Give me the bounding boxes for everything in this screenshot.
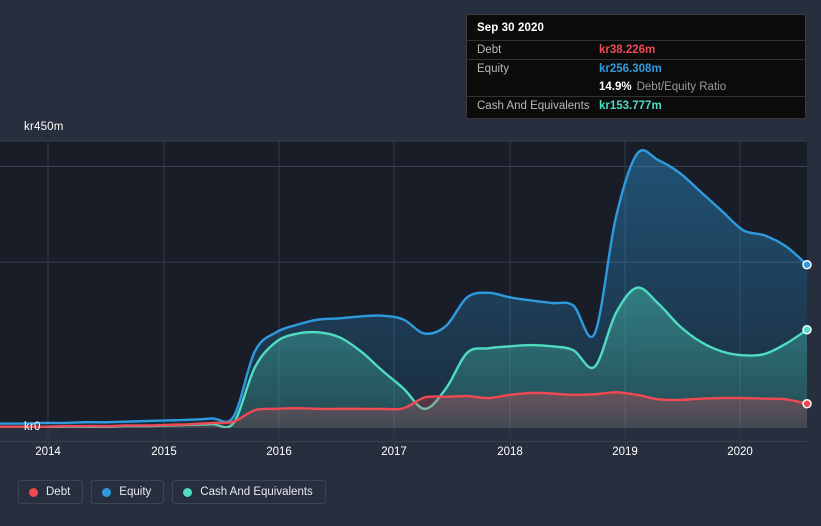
series-line-equity (0, 149, 807, 425)
tooltip-row-debt: Debt kr38.226m (467, 40, 805, 59)
series-area-debt (0, 392, 807, 428)
chart-legend: Debt Equity Cash And Equivalents (18, 480, 326, 504)
tooltip-ratio-value: 14.9% (599, 81, 632, 93)
endpoint-marker-cash-and-equivalents (802, 325, 812, 335)
x-axis-tick-mark (510, 441, 511, 446)
x-axis-tick-2020: 2020 (727, 446, 753, 458)
x-axis-tick-2016: 2016 (266, 446, 292, 458)
x-axis-tick-2015: 2015 (151, 446, 177, 458)
tooltip-row-ratio: 14.9% Debt/Equity Ratio (467, 78, 805, 96)
tooltip-debt-value: kr38.226m (599, 44, 656, 56)
tooltip-equity-value: kr256.308m (599, 63, 662, 75)
chart-canvas (0, 140, 812, 440)
x-axis-tick-2017: 2017 (381, 446, 407, 458)
x-axis-tick-2018: 2018 (497, 446, 523, 458)
x-axis-tick-mark (394, 441, 395, 446)
tooltip-cash-label: Cash And Equivalents (477, 100, 590, 112)
legend-item-cash-and-equivalents[interactable]: Cash And Equivalents (172, 480, 326, 504)
x-axis-tick-2019: 2019 (612, 446, 638, 458)
endpoint-markers (802, 259, 812, 409)
x-axis-tick-mark (625, 441, 626, 446)
endpoint-marker-equity (802, 259, 812, 270)
y-axis-zero-label: kr0 (24, 421, 41, 433)
series-layer (0, 149, 807, 428)
x-axis-tick-2014: 2014 (35, 446, 61, 458)
x-axis-line (0, 441, 807, 442)
tooltip-equity-label: Equity (477, 63, 509, 75)
legend-label: Debt (46, 486, 71, 498)
legend-dot-icon (29, 487, 38, 497)
legend-label: Equity (119, 486, 152, 498)
tooltip-ratio-label: Debt/Equity Ratio (636, 81, 727, 93)
tooltip-debt-label: Debt (477, 44, 502, 56)
y-axis-top-label: kr450m (24, 121, 64, 133)
tooltip-row-equity: Equity kr256.308m (467, 59, 805, 78)
legend-item-debt[interactable]: Debt (18, 480, 84, 504)
legend-dot-icon (102, 487, 112, 497)
x-axis-tick-mark (740, 441, 741, 446)
tooltip-cash-value: kr153.777m (599, 100, 662, 112)
endpoint-marker-debt (802, 399, 812, 409)
legend-item-equity[interactable]: Equity (91, 480, 165, 504)
x-axis-tick-mark (164, 441, 165, 446)
x-axis-tick-mark (279, 441, 280, 446)
tooltip-date: Sep 30 2020 (477, 22, 544, 34)
legend-label: Cash And Equivalents (200, 486, 313, 498)
legend-dot-icon (183, 487, 193, 497)
chart-tooltip: Sep 30 2020 Debt kr38.226m Equity kr256.… (466, 14, 806, 119)
x-axis-tick-mark (48, 441, 49, 446)
tooltip-row-cash: Cash And Equivalents kr153.777m (467, 96, 805, 115)
series-line-debt (0, 391, 807, 428)
